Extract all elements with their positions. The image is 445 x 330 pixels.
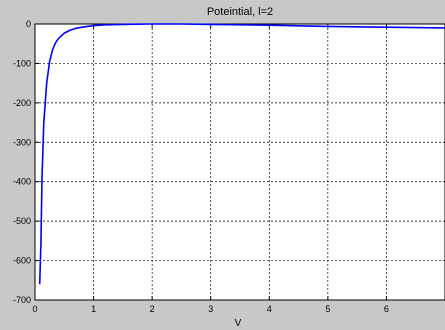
x-tick-label: 6 <box>384 304 389 314</box>
y-tick-label: -200 <box>13 98 31 108</box>
series-lines <box>38 23 445 285</box>
series-line <box>38 23 445 285</box>
x-tick-label: 0 <box>32 304 37 314</box>
x-tick-label: 5 <box>325 304 330 314</box>
y-tick-label: 0 <box>26 19 31 29</box>
chart-title: Poteintial, l=2 <box>207 6 273 18</box>
y-tick-label: -700 <box>13 295 31 305</box>
y-tick-label: -400 <box>13 177 31 187</box>
x-tick-label: 2 <box>150 304 155 314</box>
grid <box>35 24 445 300</box>
y-tick-label: -100 <box>13 58 31 68</box>
x-tick-label: 3 <box>208 304 213 314</box>
x-tick-label: 1 <box>91 304 96 314</box>
axis-ticks: 0 1 2 3 4 5 6 0 -100 -200 -300 -400 -500 -600 -700 <box>13 19 389 314</box>
plot-area <box>34 23 445 301</box>
y-tick-label: -600 <box>13 256 31 266</box>
x-axis-label: V <box>235 318 242 329</box>
x-tick-label: 4 <box>267 304 272 314</box>
y-tick-label: -500 <box>13 216 31 226</box>
y-tick-label: -300 <box>13 137 31 147</box>
